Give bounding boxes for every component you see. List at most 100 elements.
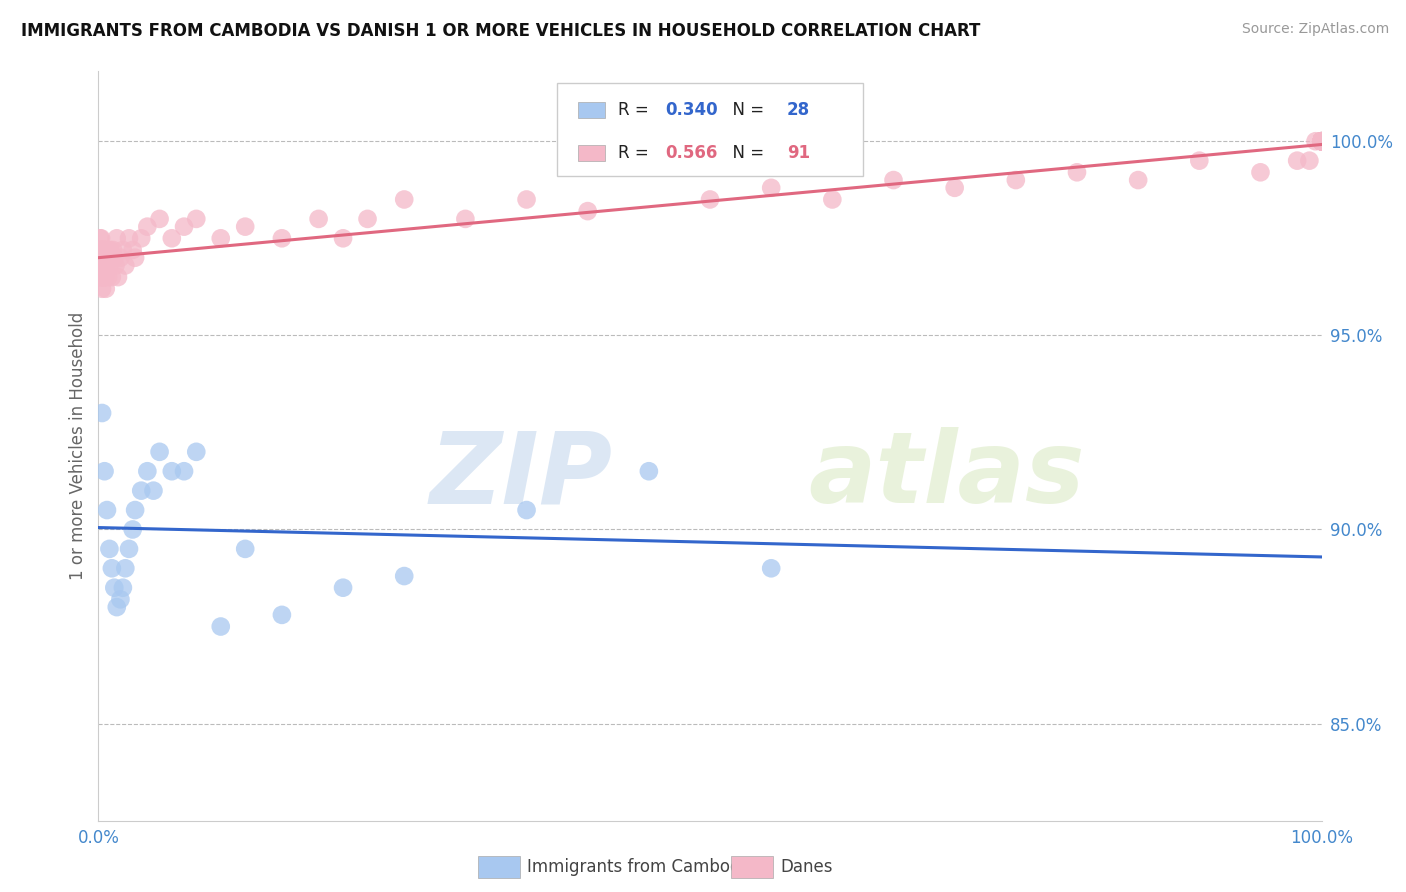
Point xyxy=(100,251,122,265)
Point xyxy=(90,243,112,257)
Point xyxy=(209,619,232,633)
Point xyxy=(124,251,146,265)
Point xyxy=(93,270,115,285)
Text: Danes: Danes xyxy=(780,858,832,876)
Point xyxy=(104,259,127,273)
Point xyxy=(356,211,378,226)
Y-axis label: 1 or more Vehicles in Household: 1 or more Vehicles in Household xyxy=(69,312,87,580)
Point xyxy=(1310,134,1333,148)
Point xyxy=(94,270,117,285)
Point xyxy=(93,259,115,273)
Point xyxy=(1310,134,1333,148)
Point xyxy=(1310,134,1333,148)
Point xyxy=(94,259,117,273)
Point xyxy=(96,503,118,517)
Point xyxy=(91,406,114,420)
Point xyxy=(91,251,114,265)
Point xyxy=(454,211,477,226)
Point xyxy=(91,259,114,273)
Point xyxy=(121,523,143,537)
Text: Source: ZipAtlas.com: Source: ZipAtlas.com xyxy=(1241,22,1389,37)
Point xyxy=(96,259,118,273)
Point xyxy=(1188,153,1211,168)
Point xyxy=(91,243,114,257)
Point xyxy=(392,193,416,207)
Text: N =: N = xyxy=(723,101,769,119)
Point xyxy=(89,231,111,245)
Point xyxy=(90,251,112,265)
Point xyxy=(699,193,721,207)
Point xyxy=(1310,134,1333,148)
Point xyxy=(1128,173,1150,187)
Point xyxy=(637,464,661,478)
Point xyxy=(114,259,136,273)
Point xyxy=(129,483,152,498)
Point xyxy=(186,445,208,459)
Point xyxy=(1310,134,1333,148)
Point xyxy=(107,270,129,285)
Point xyxy=(91,282,114,296)
Point xyxy=(186,211,208,226)
Point xyxy=(516,503,538,517)
Text: atlas: atlas xyxy=(808,427,1084,524)
Point xyxy=(1310,134,1333,148)
Point xyxy=(332,581,354,595)
Point xyxy=(103,251,125,265)
Point xyxy=(101,270,124,285)
Point xyxy=(1310,134,1333,148)
Point xyxy=(110,251,132,265)
Point xyxy=(1310,134,1333,148)
Point xyxy=(160,464,183,478)
Point xyxy=(392,569,416,583)
Text: 0.566: 0.566 xyxy=(665,145,717,162)
Point xyxy=(98,259,121,273)
Point xyxy=(105,600,128,615)
Text: 28: 28 xyxy=(787,101,810,119)
Point xyxy=(118,541,141,556)
Point xyxy=(93,251,115,265)
Point xyxy=(1310,134,1333,148)
Point xyxy=(96,251,118,265)
Point xyxy=(97,251,120,265)
Point xyxy=(270,231,294,245)
FancyBboxPatch shape xyxy=(557,83,863,177)
Point xyxy=(270,607,294,622)
Point xyxy=(160,231,183,245)
Point xyxy=(90,270,112,285)
Point xyxy=(1310,134,1333,148)
Point xyxy=(149,445,172,459)
Point xyxy=(173,464,195,478)
Point xyxy=(124,503,146,517)
Point xyxy=(1298,153,1320,168)
Point xyxy=(308,211,330,226)
FancyBboxPatch shape xyxy=(578,145,605,161)
Point xyxy=(1310,134,1333,148)
Point xyxy=(89,243,111,257)
Point xyxy=(103,581,125,595)
Point xyxy=(94,243,117,257)
Point xyxy=(90,259,112,273)
Point xyxy=(89,259,111,273)
Text: 0.340: 0.340 xyxy=(665,101,717,119)
Text: R =: R = xyxy=(619,145,654,162)
Point xyxy=(121,243,143,257)
Point xyxy=(1310,134,1333,148)
Point xyxy=(821,193,844,207)
Point xyxy=(114,561,136,575)
Point xyxy=(94,282,117,296)
Point xyxy=(98,541,121,556)
Point xyxy=(761,561,783,575)
Point xyxy=(93,243,115,257)
Point xyxy=(149,211,172,226)
Point xyxy=(111,581,134,595)
Text: R =: R = xyxy=(619,101,654,119)
Point xyxy=(332,231,354,245)
Point xyxy=(105,231,128,245)
Point xyxy=(101,561,124,575)
Point xyxy=(1286,153,1309,168)
Point xyxy=(1305,134,1327,148)
Point xyxy=(93,464,115,478)
Text: IMMIGRANTS FROM CAMBODIA VS DANISH 1 OR MORE VEHICLES IN HOUSEHOLD CORRELATION C: IMMIGRANTS FROM CAMBODIA VS DANISH 1 OR … xyxy=(21,22,980,40)
Point xyxy=(1310,134,1333,148)
Point xyxy=(233,541,256,556)
